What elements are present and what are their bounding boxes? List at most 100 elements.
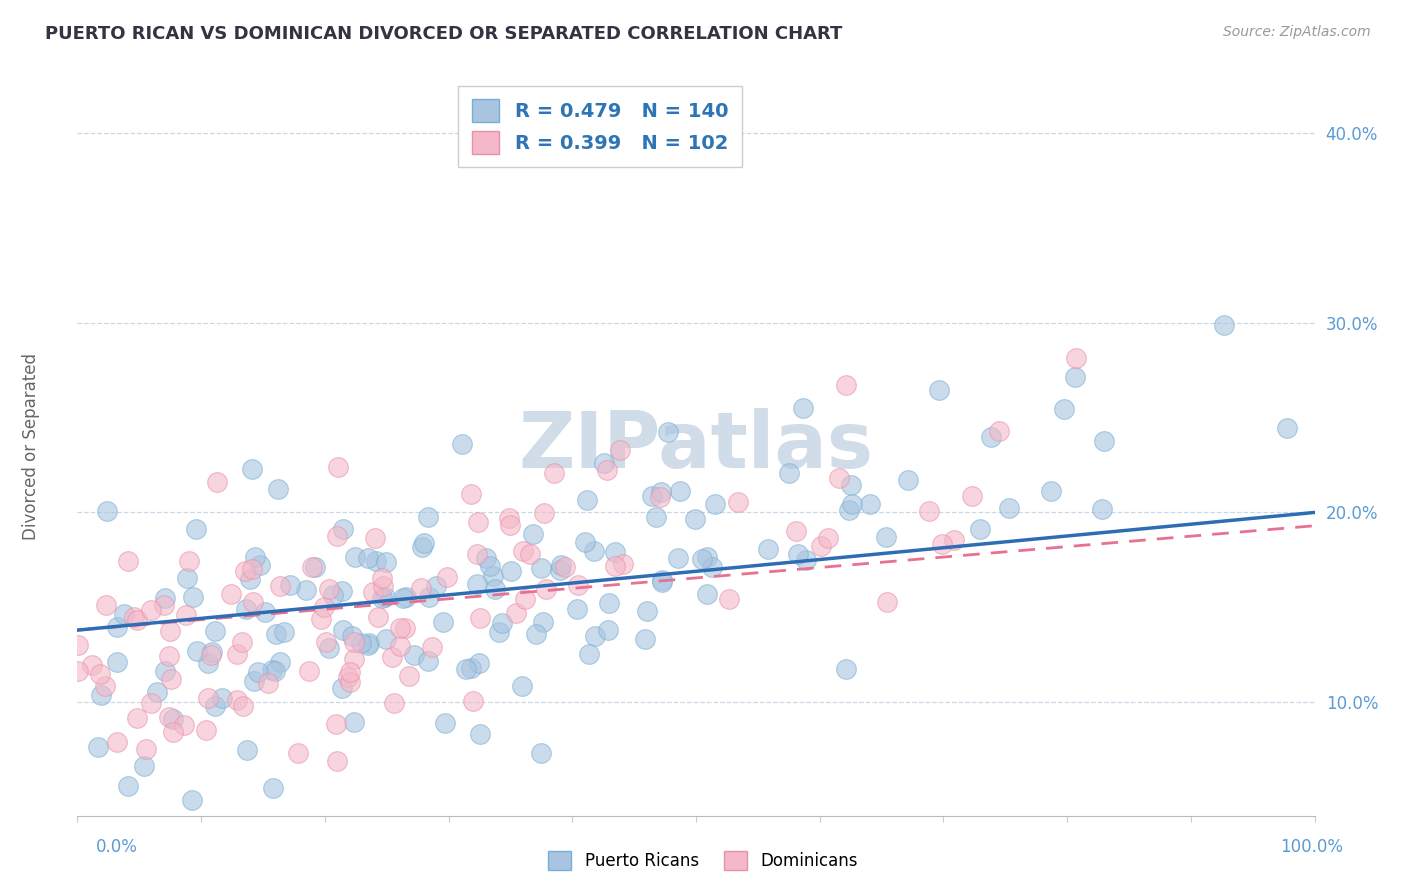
Point: [530, 747, 553, 761]
Point: [197, 691, 219, 706]
Point: [211, 690, 233, 705]
Point: [835, 378, 858, 392]
Point: [695, 587, 717, 601]
Point: [433, 715, 456, 730]
Point: [367, 609, 389, 624]
Point: [704, 497, 727, 511]
Point: [432, 615, 454, 629]
Point: [343, 715, 366, 730]
Point: [605, 545, 627, 559]
Point: [460, 661, 482, 675]
Point: [392, 591, 415, 605]
Point: [700, 560, 723, 574]
Point: [245, 549, 267, 564]
Point: [176, 571, 198, 585]
Point: [598, 596, 620, 610]
Point: [339, 674, 361, 689]
Point: [876, 594, 898, 608]
Point: [318, 641, 340, 656]
Point: [82, 658, 104, 673]
Point: [89, 667, 111, 681]
Point: [461, 693, 484, 707]
Point: [436, 570, 458, 584]
Point: [181, 590, 204, 604]
Point: [575, 492, 598, 507]
Point: [318, 582, 340, 596]
Point: [153, 664, 176, 678]
Point: [162, 712, 184, 726]
Point: [657, 425, 679, 439]
Point: [756, 541, 779, 556]
Point: [374, 590, 396, 604]
Point: [962, 489, 984, 503]
Point: [343, 652, 366, 666]
Point: [519, 547, 541, 561]
Point: [548, 563, 571, 577]
Point: [634, 632, 657, 647]
Point: [398, 669, 420, 683]
Point: [370, 571, 392, 585]
Point: [262, 780, 284, 795]
Point: [727, 494, 749, 508]
Point: [105, 655, 128, 669]
Point: [943, 533, 966, 547]
Point: [330, 681, 353, 696]
Point: [366, 554, 388, 568]
Point: [418, 655, 440, 669]
Point: [186, 643, 208, 657]
Point: [510, 679, 533, 693]
Point: [342, 635, 364, 649]
Point: [603, 558, 626, 573]
Point: [269, 655, 291, 669]
Point: [332, 522, 354, 536]
Point: [298, 664, 321, 678]
Point: [236, 743, 259, 757]
Text: ZIPatlas: ZIPatlas: [519, 408, 873, 484]
Point: [413, 535, 436, 549]
Point: [636, 604, 658, 618]
Point: [512, 544, 534, 558]
Point: [465, 576, 488, 591]
Point: [402, 648, 425, 662]
Point: [374, 632, 396, 647]
Point: [176, 607, 198, 622]
Point: [314, 599, 336, 614]
Point: [456, 662, 478, 676]
Point: [524, 627, 547, 641]
Point: [94, 599, 117, 613]
Point: [247, 665, 270, 680]
Point: [278, 578, 301, 592]
Point: [325, 716, 347, 731]
Point: [325, 754, 347, 768]
Point: [718, 591, 741, 606]
Point: [794, 552, 817, 566]
Point: [287, 746, 309, 760]
Point: [1091, 502, 1114, 516]
Point: [835, 662, 858, 676]
Point: [152, 599, 174, 613]
Point: [498, 511, 520, 525]
Point: [315, 635, 337, 649]
Legend: R = 0.479   N = 140, R = 0.399   N = 102: R = 0.479 N = 140, R = 0.399 N = 102: [458, 86, 742, 168]
Point: [859, 497, 882, 511]
Point: [343, 549, 366, 564]
Point: [267, 482, 290, 496]
Point: [332, 623, 354, 637]
Point: [1277, 421, 1299, 435]
Point: [304, 560, 326, 574]
Point: [359, 636, 381, 650]
Point: [232, 699, 254, 714]
Point: [467, 516, 489, 530]
Point: [810, 539, 832, 553]
Point: [374, 555, 396, 569]
Point: [650, 484, 672, 499]
Point: [484, 582, 506, 597]
Point: [534, 582, 557, 597]
Point: [612, 557, 634, 571]
Point: [204, 699, 226, 714]
Point: [928, 383, 950, 397]
Point: [93, 679, 115, 693]
Point: [1064, 370, 1087, 384]
Point: [651, 574, 673, 588]
Point: [195, 723, 218, 738]
